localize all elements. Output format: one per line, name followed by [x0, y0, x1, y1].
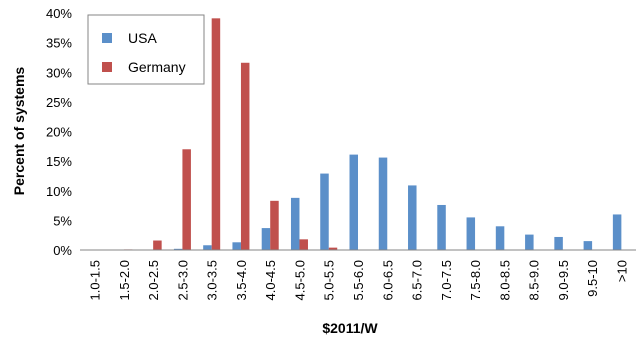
bar-usa-7.5-8.0 — [466, 217, 476, 250]
bar-usa-3.5-4.0 — [232, 242, 241, 250]
y-tick-label: 20% — [46, 125, 72, 140]
x-tick-label: 1.0-1.5 — [88, 260, 103, 300]
x-tick-label: >10 — [614, 260, 629, 282]
x-tick-label: 2.0-2.5 — [146, 260, 161, 300]
bar-germany-2.0-2.5 — [153, 240, 162, 250]
bar-usa-2.5-3.0 — [173, 248, 183, 250]
x-tick-label: 3.5-4.0 — [234, 260, 249, 300]
bar-usa-6.5-7.0 — [408, 185, 417, 250]
bar-germany-4.5-5.0 — [299, 239, 308, 250]
x-tick-label: 7.5-8.0 — [468, 260, 483, 300]
bar-usa-4.0-4.5 — [261, 228, 271, 250]
bar-usa-5.0-5.5 — [320, 173, 329, 250]
x-tick-label: 2.5-3.0 — [175, 260, 190, 300]
x-tick-label: 5.0-5.5 — [322, 260, 337, 300]
x-tick-label: 4.5-5.0 — [292, 260, 307, 300]
bar-usa-8.5-9.0 — [525, 234, 534, 250]
y-tick-label: 5% — [53, 213, 72, 228]
x-tick-label: 9.5-10 — [585, 260, 600, 297]
bar-usa-7.0-7.5 — [437, 204, 446, 250]
x-tick-label: 5.5-6.0 — [351, 260, 366, 300]
bar-germany-3.5-4.0 — [240, 62, 250, 250]
bar-germany-4.0-4.5 — [270, 200, 279, 250]
x-axis-ticks: 1.0-1.5 1.5-2.0 2.0-2.5 2.5-3.0 3.0-3.5 3.5-4… — [88, 260, 630, 300]
legend: USA Germany — [87, 14, 205, 85]
y-axis-ticks: 0% 5% 10% 15% 20% 25% 30% 35% 40% — [46, 6, 72, 258]
bar-usa-5.5-6.0 — [349, 154, 358, 250]
y-tick-label: 30% — [46, 65, 72, 80]
legend-swatch-germany — [102, 62, 112, 72]
legend-label-usa: USA — [128, 30, 157, 46]
bars — [123, 18, 622, 251]
x-tick-label: 4.0-4.5 — [263, 260, 278, 300]
x-tick-label: 6.0-6.5 — [380, 260, 395, 300]
y-tick-label: 35% — [46, 36, 72, 51]
x-tick-label: 8.0-8.5 — [497, 260, 512, 300]
y-tick-label: 0% — [53, 243, 72, 258]
bar-usa-8.0-8.5 — [495, 226, 505, 250]
legend-box — [87, 14, 205, 85]
bar-usa-6.0-6.5 — [378, 157, 388, 250]
legend-label-germany: Germany — [128, 59, 186, 75]
x-tick-label: 6.5-7.0 — [410, 260, 425, 300]
x-tick-label: 1.5-2.0 — [117, 260, 132, 300]
y-tick-label: 10% — [46, 184, 72, 199]
x-tick-label: 7.0-7.5 — [439, 260, 454, 300]
bar-germany-2.5-3.0 — [182, 149, 191, 250]
bar-germany-3.0-3.5 — [211, 18, 221, 250]
x-axis-title: $2011/W — [322, 320, 378, 336]
legend-swatch-usa — [102, 33, 112, 43]
x-tick-label: 8.5-9.0 — [527, 260, 542, 300]
bar-germany-5.0-5.5 — [328, 247, 338, 250]
y-tick-label: 15% — [46, 154, 72, 169]
y-tick-label: 25% — [46, 95, 72, 110]
bar-usa-4.5-5.0 — [290, 197, 300, 250]
bar-usa-9.5-10 — [583, 241, 593, 250]
y-tick-label: 40% — [46, 6, 72, 21]
bar-usa-9.0-9.5 — [554, 236, 563, 250]
bar-usa-3.0-3.5 — [203, 245, 212, 250]
x-tick-label: 3.0-3.5 — [205, 260, 220, 300]
y-axis-title: Percent of systems — [11, 67, 27, 196]
bar-usa->10 — [612, 214, 622, 250]
x-tick-label: 9.0-9.5 — [556, 260, 571, 300]
